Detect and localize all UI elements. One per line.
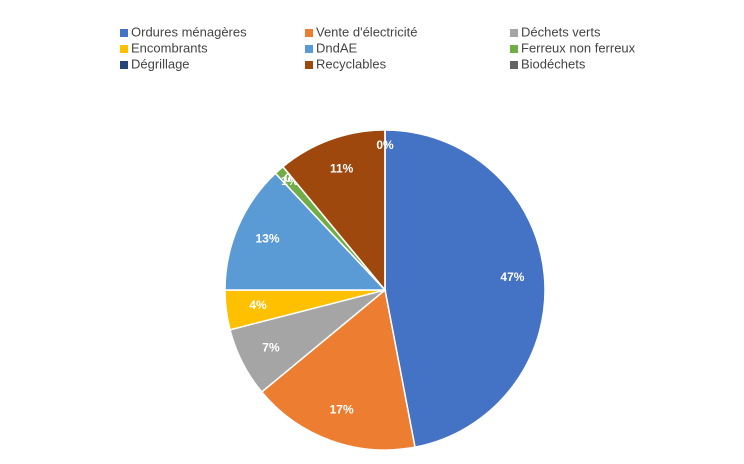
legend-label: Vente d'électricité	[316, 24, 418, 39]
data-label: 7%	[262, 340, 280, 354]
legend-swatch	[305, 29, 313, 37]
pie-slice	[384, 129, 546, 449]
data-label: 4%	[249, 298, 267, 312]
legend-label: Dégrillage	[131, 56, 190, 71]
data-label: 0%	[376, 138, 394, 152]
legend-label: Recyclables	[316, 56, 387, 71]
legend-swatch	[305, 61, 313, 69]
legend-swatch	[510, 61, 518, 69]
legend-swatch	[120, 61, 128, 69]
pie-slice	[281, 129, 386, 293]
legend-swatch	[120, 29, 128, 37]
legend-swatch	[305, 45, 313, 53]
pie-slice	[260, 288, 416, 451]
data-label: 13%	[256, 231, 280, 245]
legend-swatch	[120, 45, 128, 53]
legend-label: Encombrants	[131, 40, 208, 55]
data-label: 11%	[330, 162, 354, 176]
legend-label: Déchets verts	[521, 24, 601, 39]
legend-label: DndAE	[316, 40, 358, 55]
legend-label: Biodéchets	[521, 56, 586, 71]
data-label: 47%	[500, 270, 524, 284]
legend-label: Ferreux non ferreux	[521, 40, 636, 55]
legend-label: Ordures ménagères	[131, 24, 247, 39]
legend-swatch	[510, 45, 518, 53]
data-label: 17%	[330, 403, 354, 417]
pie-slice	[224, 172, 387, 291]
legend-swatch	[510, 29, 518, 37]
